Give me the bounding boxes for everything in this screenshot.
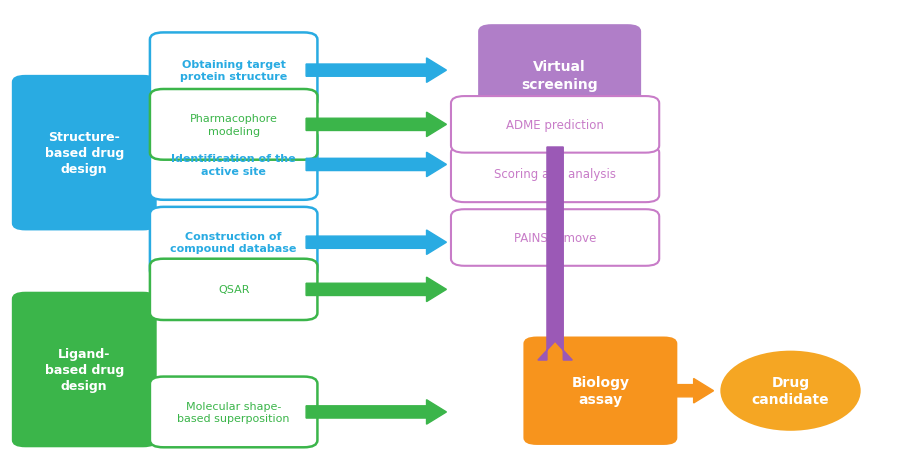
Ellipse shape [721,351,861,431]
Text: Structure-
based drug
design: Structure- based drug design [45,131,124,176]
FancyBboxPatch shape [451,146,660,203]
Text: Biology
assay: Biology assay [571,375,630,407]
FancyBboxPatch shape [451,210,660,266]
FancyBboxPatch shape [478,25,641,126]
Text: ADME prediction: ADME prediction [507,119,604,131]
Text: QSAR: QSAR [218,285,250,295]
Text: Molecular shape-
based superposition: Molecular shape- based superposition [178,401,290,423]
FancyBboxPatch shape [150,377,317,447]
FancyArrow shape [306,400,446,424]
FancyBboxPatch shape [150,259,317,320]
FancyBboxPatch shape [12,76,157,231]
Text: Ligand-
based drug
design: Ligand- based drug design [45,347,124,392]
FancyArrow shape [306,230,446,255]
Text: Pharmacophore
modeling: Pharmacophore modeling [189,114,278,136]
Text: Identification of the
active site: Identification of the active site [171,154,296,176]
FancyBboxPatch shape [150,33,317,109]
FancyBboxPatch shape [524,337,678,445]
FancyArrow shape [306,278,446,302]
Text: Scoring and analysis: Scoring and analysis [494,168,616,181]
Text: PAINS remove: PAINS remove [514,231,597,245]
Text: Construction of
compound database: Construction of compound database [170,231,297,254]
FancyBboxPatch shape [150,130,317,200]
FancyBboxPatch shape [12,292,157,447]
FancyArrow shape [669,379,713,403]
FancyArrow shape [306,113,446,137]
Text: Virtual
screening: Virtual screening [521,60,598,91]
FancyBboxPatch shape [150,90,317,160]
FancyBboxPatch shape [150,208,317,278]
Text: Drug
candidate: Drug candidate [752,375,829,407]
Text: Obtaining target
protein structure: Obtaining target protein structure [180,60,287,82]
FancyBboxPatch shape [451,97,660,153]
FancyArrow shape [306,59,446,83]
FancyArrow shape [306,153,446,178]
FancyArrow shape [537,148,572,360]
